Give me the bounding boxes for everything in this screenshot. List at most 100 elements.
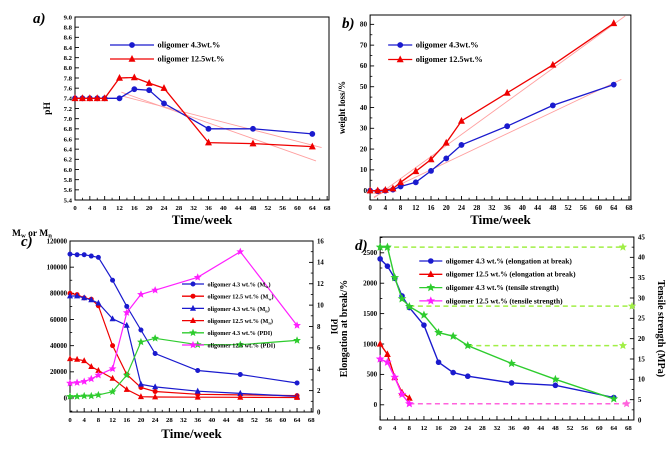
y-tick-label: 7.0 [64, 116, 73, 123]
legend-item: oligomer 4.3 wt.% (Mw) [182, 281, 271, 289]
fit-line [373, 78, 622, 198]
data-point-marker [384, 350, 391, 358]
left-axis-title: pH [43, 102, 53, 115]
x-tick-label: 64 [309, 205, 316, 212]
data-point-marker [78, 94, 86, 102]
x-tick-label: 24 [161, 205, 168, 212]
x-tick-label: 0 [68, 417, 72, 424]
y-tick-label: 7.4 [64, 96, 73, 103]
data-point-marker [88, 296, 95, 303]
x-tick-label: 52 [251, 417, 258, 424]
x-tick-label: 48 [237, 417, 244, 424]
data-point-marker [405, 302, 414, 311]
legend-marker [397, 42, 404, 48]
legend-label: oligomer 4.3 wt.% (elongation at break) [446, 256, 573, 265]
y-tick-label: 100000 [47, 264, 68, 271]
left-axis-ticks: 0 500 1000 1500 2000 2500 [363, 237, 385, 421]
data-point-marker [507, 358, 516, 368]
y-tick-label: 40000 [50, 343, 68, 350]
x-tick-label: 20 [450, 425, 457, 432]
x-axis-ticks: 0 4 8 12 16 20 24 28 32 36 40 44 48 52 56 60 64 68 [368, 196, 633, 212]
data-point-marker [421, 322, 427, 328]
data-point-marker [110, 277, 116, 283]
data-point-marker [81, 294, 88, 301]
legend-item: oligomer 12.5 wt.% (tensile strength) [419, 296, 563, 305]
right-tick-label: 5 [638, 396, 642, 404]
y-tick-label: 30 [360, 125, 368, 133]
data-point-marker [236, 340, 245, 348]
data-point-marker [377, 256, 383, 262]
x-tick-label: 44 [235, 205, 242, 212]
x-tick-label: 44 [223, 417, 230, 424]
data-point-marker [152, 383, 159, 390]
dashed-line-end-marker [627, 301, 637, 310]
y-tick-label: 8.8 [64, 24, 73, 31]
data-point-marker [137, 290, 145, 298]
data-point-marker [412, 179, 419, 186]
x-tick-label: 48 [250, 205, 257, 212]
y-tick-label: 0 [363, 187, 367, 195]
data-point-marker [376, 340, 384, 347]
panel-label-a: a) [33, 11, 46, 27]
legend-label: oligomer 12.5 wt.% (Mn) [208, 318, 273, 326]
data-point-marker [122, 308, 131, 316]
dashed-line-end-marker [622, 399, 631, 408]
panel-weight-loss-chart: 0 4 8 12 16 20 24 28 32 36 40 44 48 52 56 60 64 68 0 10 20 30… [335, 0, 671, 227]
x-tick-label: 36 [504, 204, 512, 212]
y-tick-label: 2000 [363, 280, 378, 288]
x-tick-label: 20 [146, 205, 153, 212]
right-tick-label: 8 [317, 324, 321, 331]
legend-item: oligomer 4.3wt.% [110, 40, 220, 49]
legend-item: oligomer 4.3 wt.% (PDI) [182, 328, 272, 337]
right-tick-label: 4 [317, 367, 321, 374]
right-tick-label: 30 [638, 294, 646, 302]
data-point-marker [66, 379, 74, 387]
y-tick-label: 2500 [363, 249, 378, 257]
y-tick-label: 6.6 [64, 136, 73, 143]
legend-marker [189, 340, 197, 349]
fit-line [373, 15, 626, 199]
y-tick-label: 8.4 [64, 45, 73, 52]
y-tick-label: 0 [64, 395, 68, 402]
plot-frame [69, 240, 314, 413]
left-axis-ticks: 5.4 5.6 5.8 6.0 6.2 6.4 6.6 6.8 7.0 7.2 7.4 7.6 7.8 8… [64, 14, 79, 204]
legend-label: oligomer 12.5 wt.% (elongation at break) [446, 270, 576, 279]
data-point-marker [122, 371, 131, 379]
data-point-marker [88, 253, 94, 259]
data-point-marker [161, 100, 167, 107]
x-tick-label: 48 [549, 204, 557, 212]
x-tick-label: 56 [581, 425, 588, 432]
legend-marker [189, 328, 197, 337]
data-point-marker [71, 94, 79, 102]
data-point-marker [87, 391, 96, 400]
data-point-marker [145, 79, 153, 86]
x-tick-label: 32 [190, 205, 197, 212]
x-tick-label: 40 [209, 417, 216, 424]
legend-marker [396, 55, 404, 63]
data-point-marker [66, 292, 74, 299]
chart-d: 0 4 8 12 16 20 24 28 32 36 40 44 48 52 56 60 64 680500100… [339, 233, 666, 432]
data-point-marker [448, 331, 458, 340]
right-tick-label: 15 [638, 355, 646, 363]
x-tick-label: 60 [595, 204, 603, 212]
data-point-marker [95, 299, 102, 306]
right-tick-label: 35 [638, 274, 646, 282]
fit-line [123, 95, 322, 149]
y-tick-label: 6.0 [64, 167, 73, 174]
legend-label: oligomer 12.5 wt.% (PDI) [208, 342, 276, 349]
y-tick-label: 500 [367, 371, 378, 379]
y-tick-label: 80000 [50, 291, 68, 298]
x-tick-label: 68 [308, 417, 315, 424]
data-point-marker [86, 94, 94, 102]
data-point-marker [195, 368, 201, 374]
x-tick-label: 68 [324, 205, 331, 212]
y-tick-label: 60000 [50, 317, 68, 324]
x-tick-label: 16 [435, 425, 442, 432]
data-point-marker [66, 392, 74, 400]
legend-marker [128, 54, 136, 62]
x-tick-label: 24 [458, 204, 466, 212]
y-tick-label: 0 [374, 401, 378, 409]
data-point-marker [308, 142, 316, 150]
legend-item: oligomer 12.5 wt.% (Mw) [182, 294, 274, 301]
y-tick-label: 6.4 [64, 146, 73, 153]
